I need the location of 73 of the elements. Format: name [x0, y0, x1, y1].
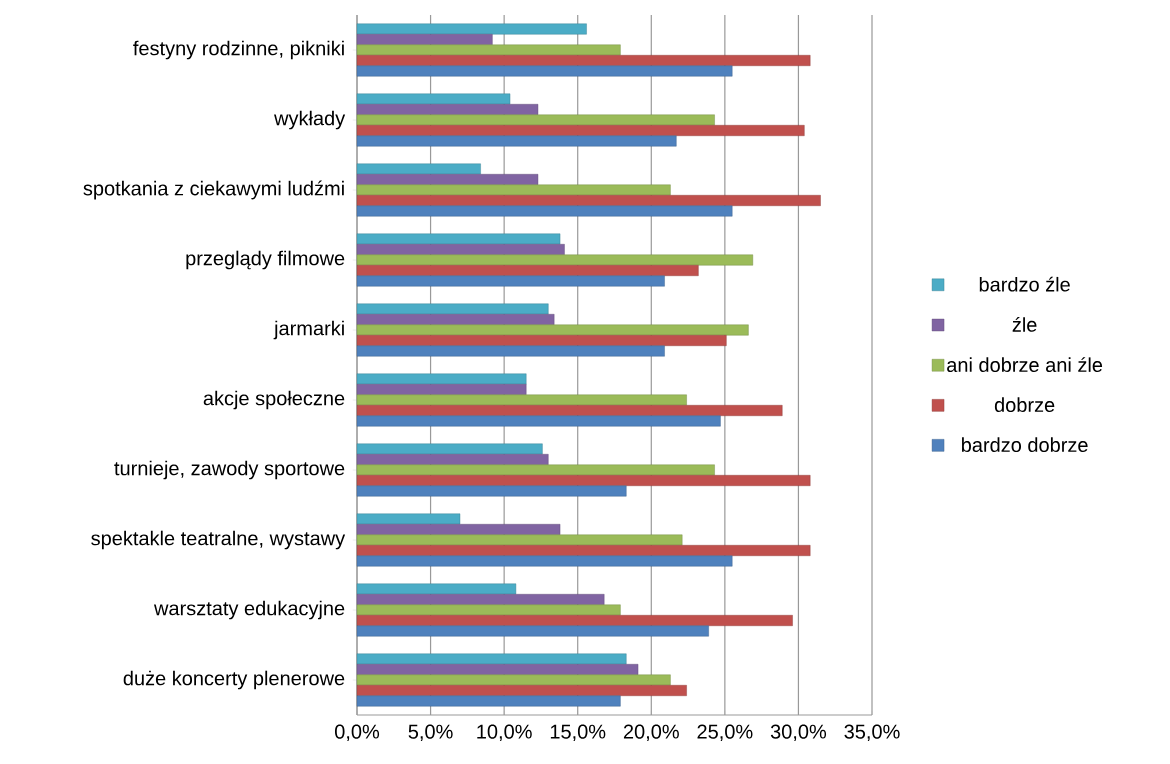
bar — [356, 443, 543, 455]
bar — [356, 303, 549, 315]
bar — [356, 254, 754, 266]
text: dobrze — [994, 397, 1055, 413]
bar — [356, 205, 733, 217]
bar — [356, 65, 733, 77]
y-tick-label: warsztaty edukacyjne — [153, 600, 345, 620]
bar — [356, 394, 687, 406]
bar — [356, 34, 493, 45]
bar — [356, 615, 793, 626]
bar — [356, 415, 721, 427]
y-tick-label: przeglądy filmowe — [186, 250, 345, 270]
x-tick-label: 30,0% — [770, 724, 827, 742]
bar — [356, 55, 811, 66]
bar — [356, 464, 715, 476]
bar — [356, 23, 587, 35]
y-tick-label: akcje społeczne — [203, 390, 345, 410]
text: źle — [1012, 316, 1037, 332]
bar — [356, 524, 561, 535]
bar — [356, 135, 677, 147]
bar — [356, 454, 549, 465]
bar — [356, 685, 687, 696]
x-tick-label: 15,0% — [550, 724, 606, 742]
legend-label: ani dobrze ani źle — [947, 357, 1103, 373]
bar — [356, 594, 605, 605]
bar — [356, 125, 805, 136]
bar — [356, 555, 733, 567]
bar — [356, 475, 811, 486]
x-tick-label: 35,0% — [844, 724, 900, 742]
bar — [356, 485, 627, 497]
bar — [356, 44, 621, 56]
bar — [356, 513, 461, 525]
bar — [356, 604, 621, 616]
bar — [356, 265, 699, 276]
y-tick-label: jarmarki — [273, 320, 344, 340]
bar — [356, 275, 665, 287]
bar — [356, 695, 621, 707]
bar — [356, 163, 481, 175]
bar — [356, 345, 665, 357]
x-tick-label: 5,0% — [408, 724, 453, 742]
bar — [356, 405, 783, 416]
legend-label: bardzo dobrze — [961, 437, 1088, 453]
bar — [356, 373, 527, 385]
y-tick-label: festyny rodzinne, pikniki — [133, 40, 344, 60]
bar — [356, 184, 671, 196]
y-tick-label: spektakle teatralne, wystawy — [91, 530, 346, 550]
bar — [356, 174, 539, 185]
bar — [356, 244, 565, 255]
bar — [356, 534, 683, 546]
legend-label: bardzo źle — [979, 276, 1070, 292]
y-tick-label: spotkania z ciekawymi ludźmi — [83, 180, 344, 200]
bar — [356, 384, 527, 395]
bar — [356, 664, 639, 675]
x-tick-label: 25,0% — [697, 724, 753, 742]
bar — [356, 114, 715, 126]
bar — [356, 314, 555, 325]
y-tick-label: turnieje, zawody sportowe — [114, 460, 345, 480]
y-tick-label: duże koncerty plenerowe — [123, 670, 345, 690]
bar — [356, 233, 561, 245]
x-tick-label: 20,0% — [623, 724, 679, 742]
x-tick-label: 0,0% — [334, 724, 380, 742]
bar — [356, 674, 671, 686]
bar — [356, 335, 727, 346]
bar — [356, 104, 539, 115]
bar — [356, 653, 627, 665]
y-tick-label: wykłady — [274, 110, 346, 130]
bar — [356, 583, 517, 595]
x-tick-label: 10,0% — [477, 724, 532, 742]
bar — [356, 324, 749, 336]
bar — [356, 545, 811, 556]
bar — [356, 195, 821, 206]
bar — [356, 625, 709, 637]
bar — [356, 93, 511, 105]
